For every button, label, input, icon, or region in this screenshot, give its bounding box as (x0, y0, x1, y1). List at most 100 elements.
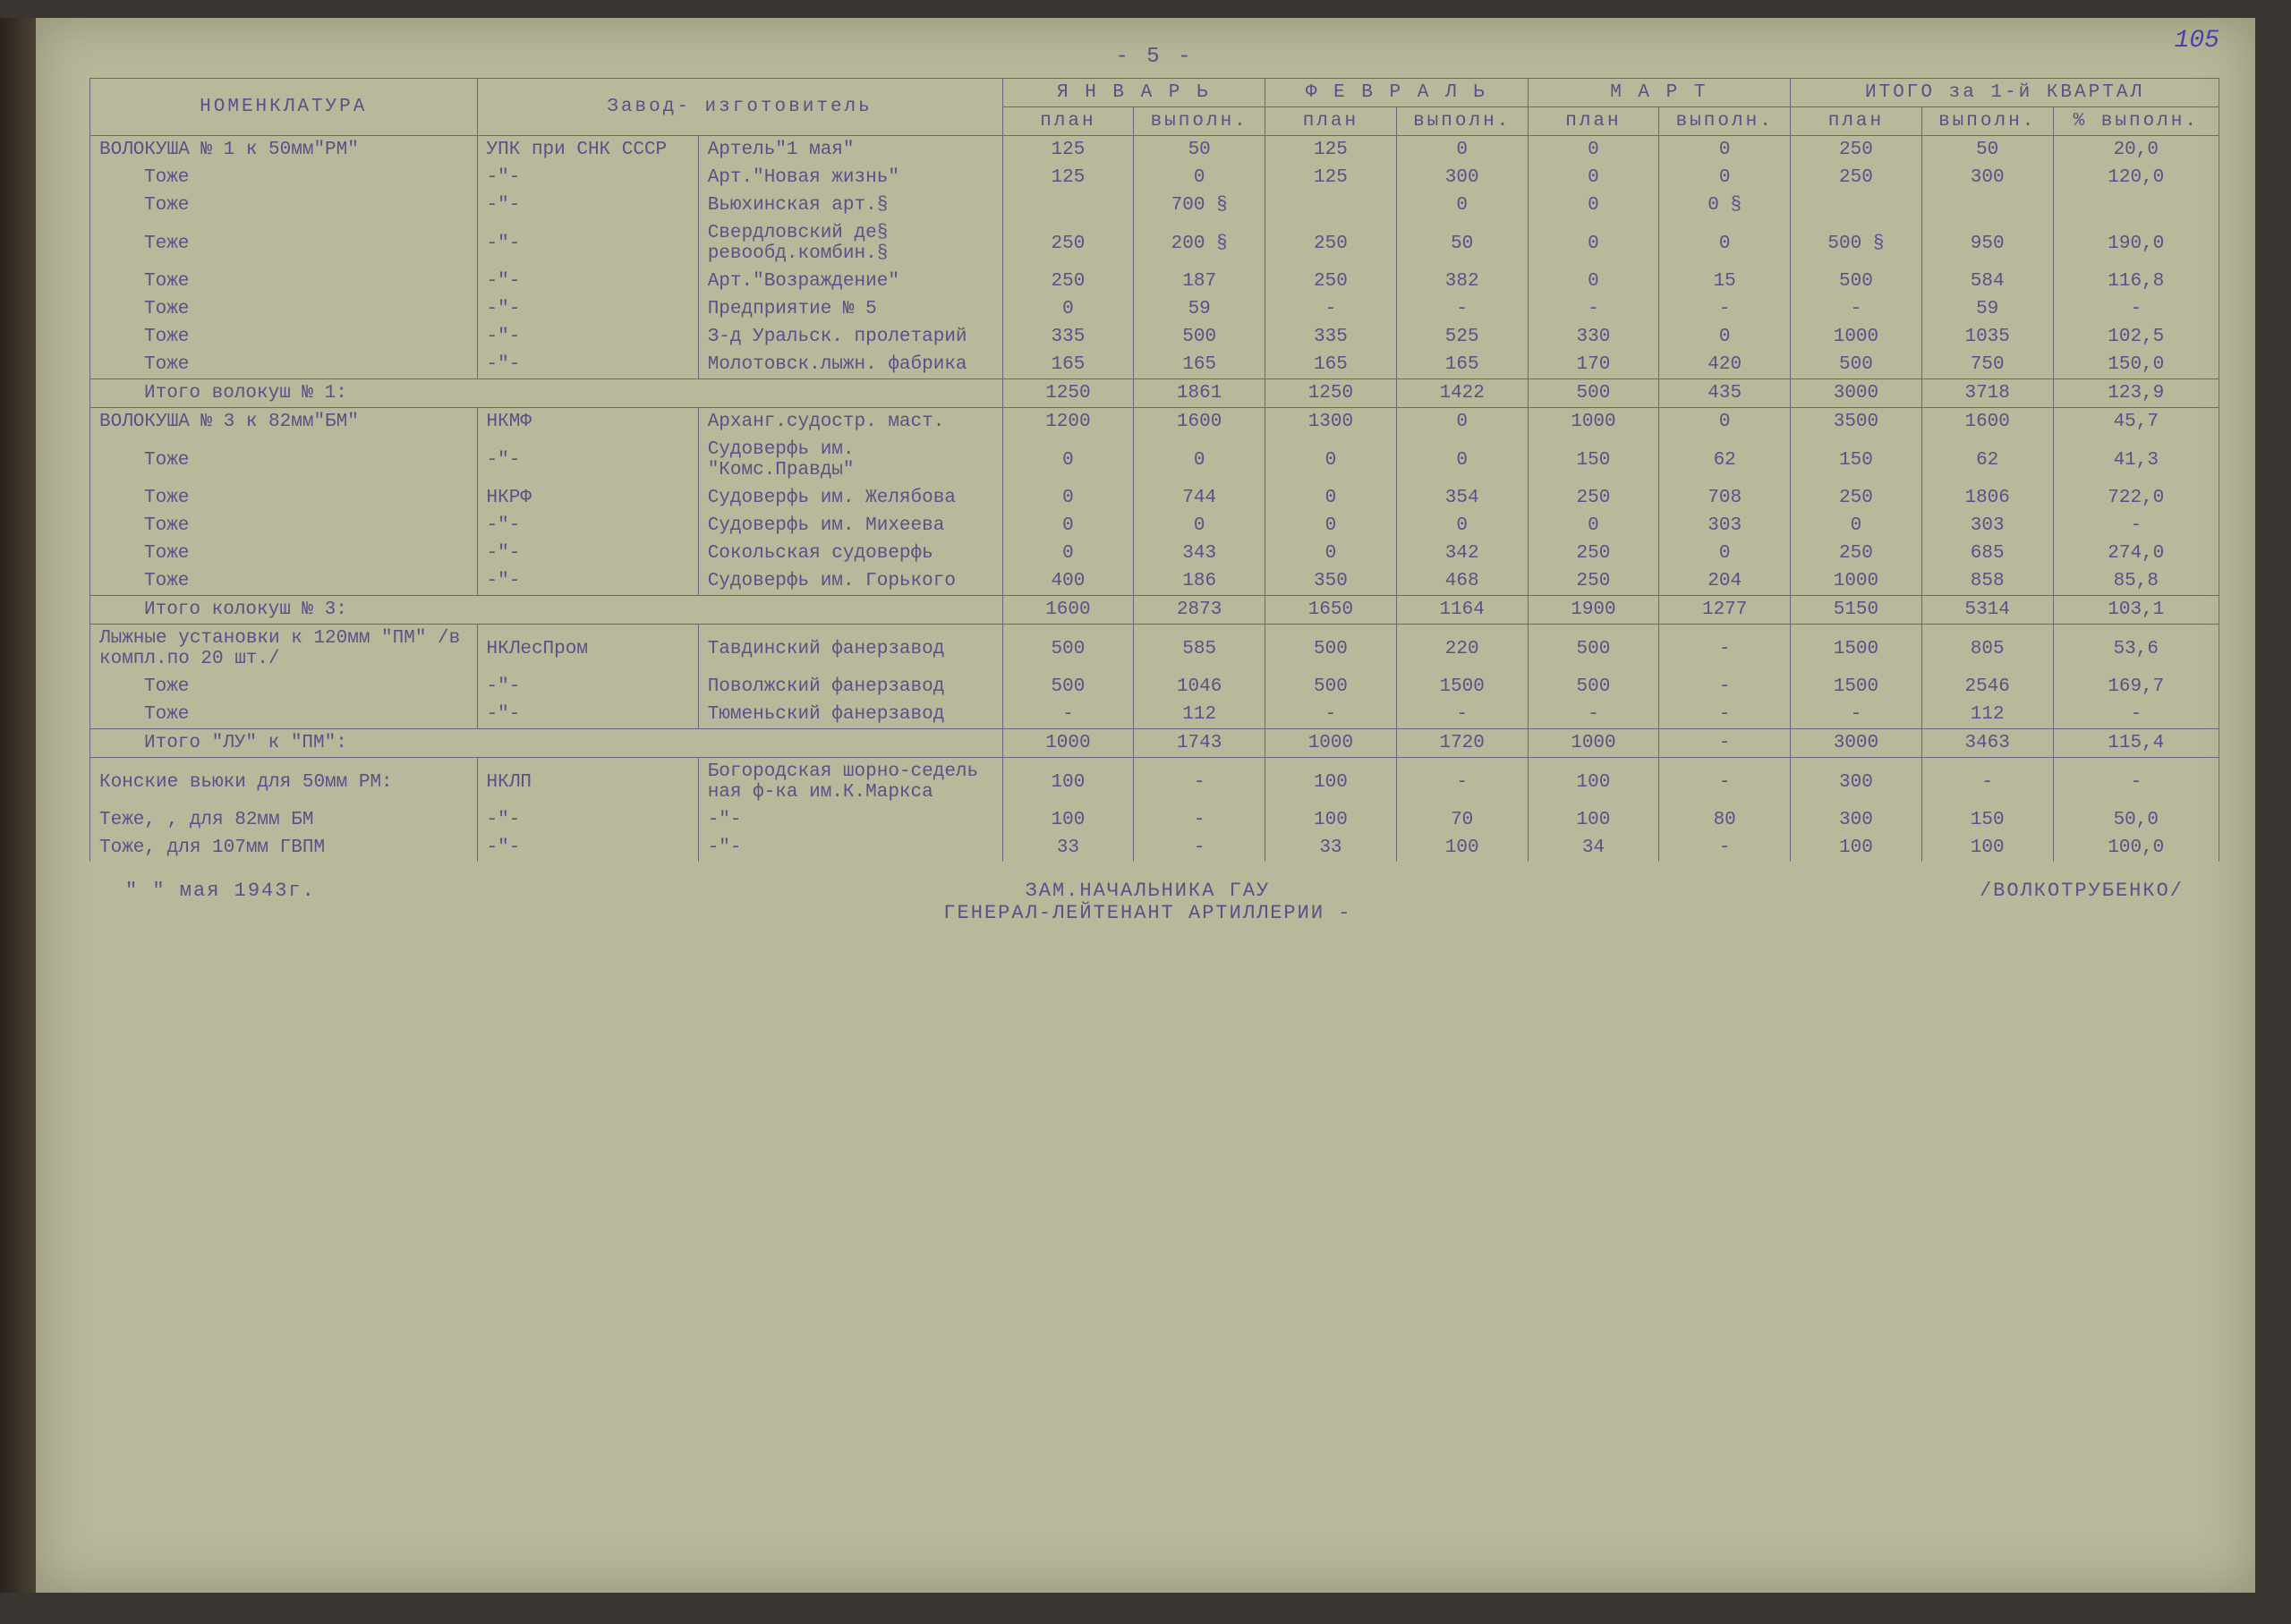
cell-zavod: -"- (477, 323, 698, 351)
cell-pct: - (2053, 701, 2219, 729)
cell-mar-done: - (1659, 673, 1791, 701)
cell-nomenclature: ВОЛОКУША № 1 к 50мм"РМ" (90, 136, 478, 165)
cell-pct: 102,5 (2053, 323, 2219, 351)
col-quarter-total: ИТОГО за 1-й КВАРТАЛ (1791, 79, 2219, 107)
cell-jan-done: - (1134, 834, 1265, 862)
cell-nomenclature: Тоже (90, 701, 478, 729)
cell-jan-done: 700 § (1134, 191, 1265, 219)
cell-feb-plan: 350 (1265, 567, 1397, 596)
cell-feb-done: 1500 (1396, 673, 1528, 701)
cell-pct: - (2053, 295, 2219, 323)
cell-maker: Арт."Новая жизнь" (698, 164, 1002, 191)
cell-jan-plan: 100 (1002, 758, 1134, 807)
cell: 1164 (1396, 596, 1528, 625)
cell: 500 (1528, 379, 1659, 408)
cell-jan-plan: 1200 (1002, 408, 1134, 437)
cell-jan-plan: 400 (1002, 567, 1134, 596)
cell-maker: Тавдинский фанерзавод (698, 625, 1002, 674)
table-row: Тоже -"- Арт."Возраждение" 250 187 250 3… (90, 268, 2219, 295)
subtotal-label: Итого "ЛУ" к "ПМ": (90, 729, 1003, 758)
cell-zavod: -"- (477, 268, 698, 295)
cell-total-plan: 250 (1791, 136, 1922, 165)
cell-feb-plan: 250 (1265, 219, 1397, 268)
cell-mar-done: 0 § (1659, 191, 1791, 219)
cell-pct: 722,0 (2053, 484, 2219, 512)
cell-maker: Артель"1 мая" (698, 136, 1002, 165)
cell-feb-plan: 335 (1265, 323, 1397, 351)
table-row: Лыжные установки к 120мм "ПМ" /в компл.п… (90, 625, 2219, 674)
sub-done: выполн. (1921, 107, 2053, 136)
cell-maker: Тюменьский фанерзавод (698, 701, 1002, 729)
cell-mar-plan: 0 (1528, 136, 1659, 165)
col-february: Ф Е В Р А Л Ь (1265, 79, 1529, 107)
cell-jan-done: 1600 (1134, 408, 1265, 437)
cell-mar-plan: - (1528, 295, 1659, 323)
cell-feb-done: 50 (1396, 219, 1528, 268)
cell-total-plan: 250 (1791, 164, 1922, 191)
cell: 1250 (1265, 379, 1397, 408)
cell-jan-plan: 100 (1002, 806, 1134, 834)
cell-mar-plan: 330 (1528, 323, 1659, 351)
col-march: М А Р Т (1528, 79, 1791, 107)
cell-total-plan: 300 (1791, 758, 1922, 807)
cell-feb-plan: 1300 (1265, 408, 1397, 437)
cell: 3000 (1791, 379, 1922, 408)
cell-total-plan: 500 (1791, 268, 1922, 295)
cell-feb-done: 70 (1396, 806, 1528, 834)
cell-feb-plan: 125 (1265, 136, 1397, 165)
cell-nomenclature: Тоже (90, 191, 478, 219)
cell-feb-plan: 33 (1265, 834, 1397, 862)
cell-total-plan: 250 (1791, 540, 1922, 567)
cell-mar-done: 80 (1659, 806, 1791, 834)
cell-jan-plan (1002, 191, 1134, 219)
cell-zavod: -"- (477, 806, 698, 834)
printed-page-number: - 5 - (89, 45, 2219, 69)
cell-zavod: -"- (477, 164, 698, 191)
cell-total-plan: 1000 (1791, 323, 1922, 351)
cell-zavod: -"- (477, 701, 698, 729)
sub-done: выполн. (1396, 107, 1528, 136)
table-row: Тоже -"- Вьюхинская арт.§ 700 § 0 0 0 § (90, 191, 2219, 219)
cell-pct: 274,0 (2053, 540, 2219, 567)
cell-jan-done: 343 (1134, 540, 1265, 567)
cell-mar-plan: 500 (1528, 625, 1659, 674)
cell-jan-done: 165 (1134, 351, 1265, 379)
cell-mar-plan: 1000 (1528, 408, 1659, 437)
footer-date: " " мая 1943г. (125, 880, 316, 924)
cell: 2873 (1134, 596, 1265, 625)
cell: 3000 (1791, 729, 1922, 758)
cell-feb-done: 165 (1396, 351, 1528, 379)
cell-total-plan: 1500 (1791, 673, 1922, 701)
cell-nomenclature: Тоже (90, 540, 478, 567)
cell-feb-done: 0 (1396, 436, 1528, 484)
cell-nomenclature: Теже (90, 219, 478, 268)
table-row: Тоже -"- З-д Уральск. пролетарий 335 500… (90, 323, 2219, 351)
cell-feb-plan: - (1265, 295, 1397, 323)
cell-feb-done: 0 (1396, 136, 1528, 165)
sub-done: выполн. (1134, 107, 1265, 136)
table-row: Тоже, для 107мм ГВПМ -"- -"- 33 - 33 100… (90, 834, 2219, 862)
cell-zavod: НКЛП (477, 758, 698, 807)
cell-total-done: 1600 (1921, 408, 2053, 437)
cell: 5314 (1921, 596, 2053, 625)
cell-mar-plan: 0 (1528, 191, 1659, 219)
cell: 1000 (1528, 729, 1659, 758)
cell: 1743 (1134, 729, 1265, 758)
cell-nomenclature: Тоже (90, 323, 478, 351)
table-row: Тоже -"- Поволжский фанерзавод 500 1046 … (90, 673, 2219, 701)
cell-feb-done: 100 (1396, 834, 1528, 862)
cell-feb-plan: 250 (1265, 268, 1397, 295)
cell-total-done: 62 (1921, 436, 2053, 484)
cell-pct: 150,0 (2053, 351, 2219, 379)
cell-mar-done: - (1659, 701, 1791, 729)
cell-feb-done: 468 (1396, 567, 1528, 596)
cell-jan-done: 0 (1134, 512, 1265, 540)
cell-mar-done: 62 (1659, 436, 1791, 484)
table-row: Тоже -"- Сокольская судоверфь 0 343 0 34… (90, 540, 2219, 567)
cell-pct: 169,7 (2053, 673, 2219, 701)
cell-mar-done: - (1659, 625, 1791, 674)
cell-maker: Судоверфь им. Желябова (698, 484, 1002, 512)
cell-jan-done: 1046 (1134, 673, 1265, 701)
cell-mar-plan: 0 (1528, 512, 1659, 540)
table-row: Тоже -"- Тюменьский фанерзавод - 112 - -… (90, 701, 2219, 729)
